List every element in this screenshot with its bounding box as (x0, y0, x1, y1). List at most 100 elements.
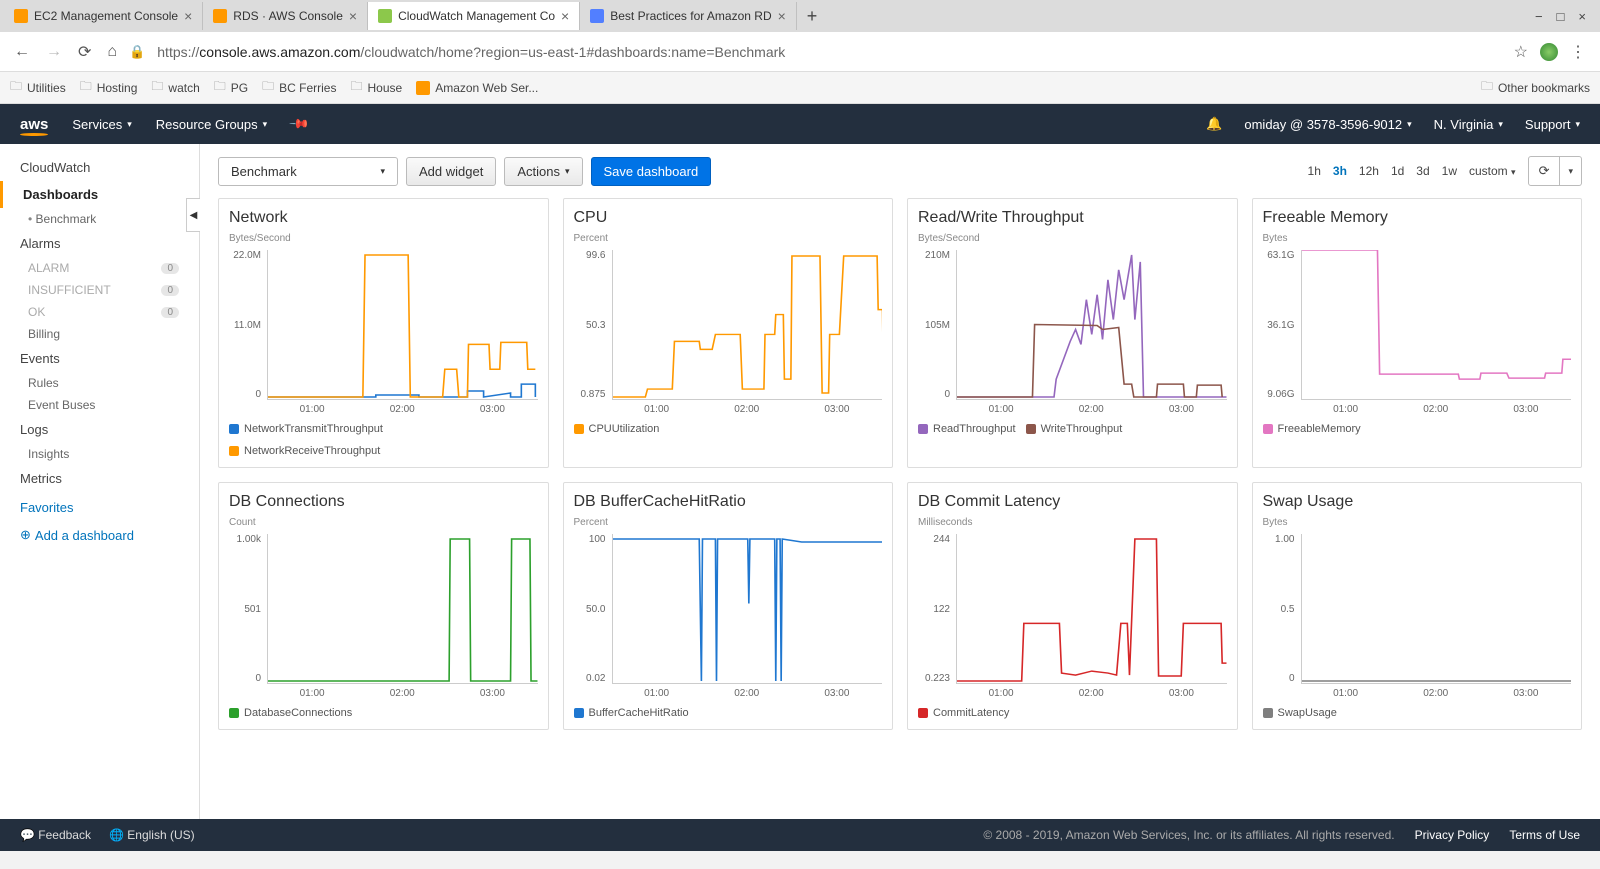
range-1w[interactable]: 1w (1442, 164, 1457, 178)
panel-cpu[interactable]: CPUPercent99.650.30.87501:0002:0003:00CP… (563, 198, 894, 468)
footer: 💬 Feedback 🌐 English (US) © 2008 - 2019,… (0, 819, 1600, 851)
sidebar-alarm-alarm[interactable]: ALARM0 (0, 257, 199, 279)
home-icon[interactable]: ⌂ (103, 39, 121, 65)
panel-read-write-throughput[interactable]: Read/Write ThroughputBytes/Second210M105… (907, 198, 1238, 468)
minimize-icon[interactable]: − (1535, 9, 1543, 24)
services-menu[interactable]: Services▾ (72, 117, 131, 132)
bookmark-watch[interactable]: 🗀watch (151, 77, 199, 98)
folder-icon: 🗀 (262, 77, 274, 98)
range-3d[interactable]: 3d (1416, 164, 1429, 178)
url-text[interactable]: https://console.aws.amazon.com/cloudwatc… (157, 44, 1501, 60)
reload-icon[interactable]: ⟳ (74, 38, 95, 66)
feedback-link[interactable]: 💬 Feedback (20, 828, 91, 842)
sidebar-alarm-insufficient[interactable]: INSUFFICIENT0 (0, 279, 199, 301)
range-12h[interactable]: 12h (1359, 164, 1379, 178)
refresh-button[interactable]: ⟳ (1528, 156, 1561, 186)
new-tab-button[interactable]: + (797, 6, 828, 27)
panel-freeable-memory[interactable]: Freeable MemoryBytes63.1G36.1G9.06G01:00… (1252, 198, 1583, 468)
close-icon[interactable]: × (184, 8, 192, 24)
sidebar-alarm-ok[interactable]: OK0 (0, 301, 199, 323)
legend: ReadThroughput WriteThroughput (918, 423, 1227, 435)
panel-swap-usage[interactable]: Swap UsageBytes1.000.5001:0002:0003:00Sw… (1252, 482, 1583, 730)
save-dashboard-button[interactable]: Save dashboard (591, 157, 712, 186)
back-icon[interactable]: ← (10, 39, 34, 65)
refresh-menu[interactable]: ▾ (1560, 156, 1582, 186)
tab-bestpractices[interactable]: Best Practices for Amazon RD× (580, 2, 797, 30)
sidebar-favorites: Favorites (0, 492, 199, 523)
add-widget-button[interactable]: Add widget (406, 157, 496, 186)
sidebar-benchmark[interactable]: • Benchmark (0, 208, 199, 230)
legend-item[interactable]: ReadThroughput (918, 423, 1016, 435)
bookmark-utilities[interactable]: 🗀Utilities (10, 77, 66, 98)
close-icon[interactable]: × (561, 8, 569, 24)
chart-plot (612, 534, 883, 684)
forward-icon[interactable]: → (42, 39, 66, 65)
legend-item[interactable]: DatabaseConnections (229, 707, 352, 719)
legend: FreeableMemory (1263, 423, 1572, 435)
profile-avatar[interactable] (1540, 43, 1558, 61)
legend: NetworkTransmitThroughput NetworkReceiveT… (229, 423, 538, 457)
bookmark-house[interactable]: 🗀House (350, 77, 402, 98)
aws-logo[interactable]: aws (20, 116, 48, 133)
close-window-icon[interactable]: × (1578, 9, 1586, 24)
range-1d[interactable]: 1d (1391, 164, 1404, 178)
language-select[interactable]: 🌐 English (US) (109, 828, 195, 842)
legend-item[interactable]: CPUUtilization (574, 423, 660, 435)
bell-icon[interactable]: 🔔 (1206, 116, 1222, 132)
sidebar-events[interactable]: Events (0, 345, 199, 372)
legend-label: CommitLatency (933, 707, 1009, 719)
collapse-sidebar-icon[interactable]: ◀ (186, 198, 200, 232)
folder-icon: 🗀 (214, 77, 226, 98)
pin-icon[interactable]: 📌 (291, 116, 307, 132)
support-menu[interactable]: Support▾ (1525, 117, 1580, 132)
legend-item[interactable]: CommitLatency (918, 707, 1009, 719)
sidebar-cloudwatch[interactable]: CloudWatch (0, 154, 199, 181)
sidebar-logs[interactable]: Logs (0, 416, 199, 443)
sidebar-rules[interactable]: Rules (0, 372, 199, 394)
tab-ec2[interactable]: EC2 Management Console× (4, 2, 203, 30)
range-1h[interactable]: 1h (1308, 164, 1321, 178)
actions-button[interactable]: Actions▾ (504, 157, 582, 186)
range-custom[interactable]: custom ▾ (1469, 164, 1516, 178)
other-bookmarks[interactable]: 🗀Other bookmarks (1481, 77, 1590, 98)
sidebar-event-buses[interactable]: Event Buses (0, 394, 199, 416)
legend-item[interactable]: NetworkTransmitThroughput (229, 423, 383, 435)
y-axis: 99.650.30.875 (574, 250, 612, 400)
star-icon[interactable]: ☆ (1510, 38, 1532, 66)
range-3h[interactable]: 3h (1333, 164, 1347, 178)
account-menu[interactable]: omiday @ 3578-3596-9012▾ (1244, 117, 1411, 132)
legend-item[interactable]: BufferCacheHitRatio (574, 707, 689, 719)
bookmark-aws[interactable]: Amazon Web Ser... (416, 81, 538, 95)
sidebar-billing[interactable]: Billing (0, 323, 199, 345)
bookmark-hosting[interactable]: 🗀Hosting (80, 77, 138, 98)
legend-item[interactable]: FreeableMemory (1263, 423, 1361, 435)
maximize-icon[interactable]: □ (1557, 9, 1565, 24)
x-axis: 01:0002:0003:00 (267, 404, 538, 415)
menu-icon[interactable]: ⋮ (1566, 38, 1590, 66)
close-icon[interactable]: × (349, 8, 357, 24)
legend-item[interactable]: SwapUsage (1263, 707, 1337, 719)
tab-cloudwatch[interactable]: CloudWatch Management Co× (368, 2, 580, 30)
legend-item[interactable]: WriteThroughput (1026, 423, 1123, 435)
resource-groups-menu[interactable]: Resource Groups▾ (156, 117, 267, 132)
panel-network[interactable]: NetworkBytes/Second22.0M11.0M001:0002:00… (218, 198, 549, 468)
close-icon[interactable]: × (778, 8, 786, 24)
legend-item[interactable]: NetworkReceiveThroughput (229, 445, 380, 457)
sidebar-alarms[interactable]: Alarms (0, 230, 199, 257)
dashboard-select[interactable]: Benchmark▾ (218, 157, 398, 186)
bookmark-bcferries[interactable]: 🗀BC Ferries (262, 77, 336, 98)
panel-db-commit-latency[interactable]: DB Commit LatencyMilliseconds2441220.223… (907, 482, 1238, 730)
sidebar-insights[interactable]: Insights (0, 443, 199, 465)
lock-icon: 🔒 (129, 44, 145, 60)
panel-db-buffercachehitratio[interactable]: DB BufferCacheHitRatioPercent10050.00.02… (563, 482, 894, 730)
chart-plot (1301, 534, 1572, 684)
tab-rds[interactable]: RDS · AWS Console× (203, 2, 368, 30)
sidebar-dashboards[interactable]: Dashboards (0, 181, 199, 208)
terms-link[interactable]: Terms of Use (1509, 828, 1580, 842)
privacy-link[interactable]: Privacy Policy (1415, 828, 1490, 842)
bookmark-pg[interactable]: 🗀PG (214, 77, 248, 98)
add-dashboard-link[interactable]: ⊕Add a dashboard (0, 523, 199, 547)
sidebar-metrics[interactable]: Metrics (0, 465, 199, 492)
region-menu[interactable]: N. Virginia▾ (1434, 117, 1503, 132)
panel-db-connections[interactable]: DB ConnectionsCount1.00k501001:0002:0003… (218, 482, 549, 730)
